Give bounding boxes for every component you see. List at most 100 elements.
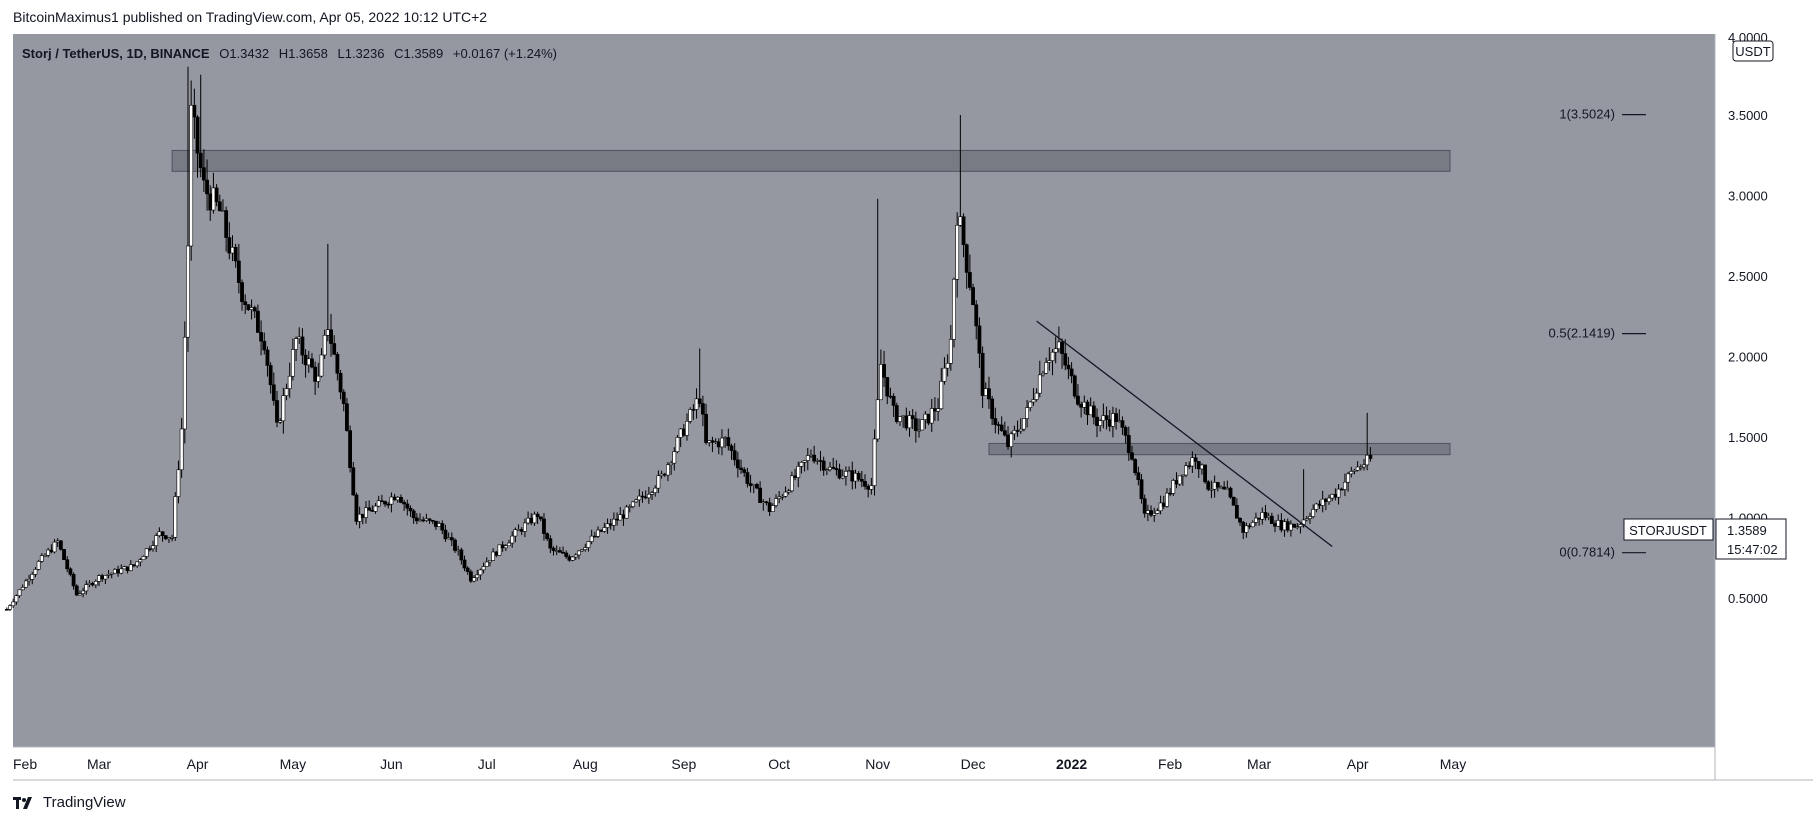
candle-body: [68, 568, 73, 575]
candle-body: [240, 282, 244, 303]
candle-body: [516, 529, 521, 531]
candle: [1346, 471, 1351, 492]
candle-body: [484, 561, 489, 567]
candle: [967, 254, 972, 291]
candle: [33, 567, 38, 578]
candle-body: [853, 473, 858, 482]
candle-body: [58, 540, 63, 550]
candle-body: [1333, 494, 1338, 498]
candle: [119, 564, 124, 575]
candle: [227, 222, 232, 260]
candle-body: [987, 388, 991, 400]
candle-body: [395, 497, 400, 501]
candle: [399, 494, 403, 504]
candle: [812, 445, 817, 464]
candle: [770, 503, 775, 512]
candle-body: [1063, 353, 1068, 366]
candle-body: [1034, 392, 1039, 400]
candle-body: [1339, 488, 1344, 491]
low-value: 1.3236: [345, 46, 385, 61]
candle: [265, 346, 270, 377]
candle: [192, 88, 197, 139]
candle-body: [532, 513, 537, 524]
candle: [685, 413, 689, 441]
candle: [462, 555, 467, 572]
candle-body: [1161, 502, 1166, 507]
candle: [1152, 507, 1157, 522]
candle: [777, 491, 782, 504]
candle-body: [1365, 454, 1370, 466]
candle-body: [904, 415, 909, 429]
candle-body: [707, 440, 712, 443]
candle: [538, 516, 543, 522]
candle-body: [1285, 521, 1290, 531]
candle: [939, 368, 944, 410]
candle-body: [942, 367, 947, 382]
candle-body: [1336, 488, 1341, 498]
candle-body: [1079, 404, 1084, 408]
candle-body: [1269, 515, 1274, 524]
candle: [1149, 505, 1153, 518]
candle-body: [666, 464, 670, 476]
candle-body: [1111, 413, 1115, 427]
last-price-label: 1.3589: [1727, 523, 1767, 538]
candle-body: [589, 535, 594, 542]
candle: [1012, 425, 1017, 441]
candle: [945, 354, 950, 377]
candle-body: [1044, 362, 1049, 374]
candle-body: [1266, 515, 1271, 518]
candle-body: [675, 437, 680, 452]
candle-body: [999, 424, 1004, 431]
candle: [68, 567, 73, 577]
candle: [1184, 462, 1188, 478]
candle: [510, 531, 515, 548]
candle-body: [128, 564, 133, 571]
candle: [700, 395, 705, 427]
candle-body: [1069, 368, 1074, 377]
ohlc-legend: Storj / TetherUS, 1D, BINANCE O1.3432 H1…: [22, 46, 557, 61]
candle-body: [844, 471, 848, 477]
candle: [646, 486, 651, 504]
candle: [440, 520, 445, 535]
candle-body: [87, 582, 92, 585]
candle: [987, 376, 991, 409]
candle: [1206, 480, 1211, 492]
candle: [414, 513, 419, 525]
candle-body: [964, 244, 969, 273]
candle: [878, 349, 883, 401]
candle-body: [1060, 341, 1064, 354]
candle: [570, 555, 575, 562]
candle-body: [913, 418, 918, 431]
candle-body: [290, 349, 295, 377]
candle: [898, 416, 902, 426]
candle: [821, 456, 826, 476]
candle-body: [1095, 416, 1099, 426]
symbol-label: STORJUSDT: [1629, 523, 1707, 538]
candle-body: [789, 475, 794, 492]
currency-badge[interactable]: USDT: [1732, 40, 1774, 62]
candle-body: [1343, 481, 1347, 490]
candle: [1022, 418, 1026, 432]
candle: [138, 557, 143, 567]
candle-body: [360, 513, 365, 518]
candle-body: [866, 486, 871, 490]
candle: [592, 531, 597, 538]
candle-body: [920, 419, 925, 431]
candle-body: [1101, 415, 1106, 421]
candle-body: [1012, 430, 1017, 435]
candle-body: [1206, 481, 1211, 490]
candle-body: [755, 484, 759, 489]
candle-body: [465, 567, 470, 572]
close-value: 1.3589: [404, 46, 444, 61]
candle: [1215, 482, 1220, 492]
candle-body: [1082, 401, 1087, 408]
candle-body: [557, 550, 562, 553]
candle-body: [767, 502, 772, 512]
candle: [1034, 388, 1039, 402]
candle-body: [824, 469, 829, 471]
candle: [1234, 498, 1239, 519]
candle: [316, 362, 321, 388]
candle-body: [1142, 498, 1147, 514]
candle: [948, 324, 953, 371]
